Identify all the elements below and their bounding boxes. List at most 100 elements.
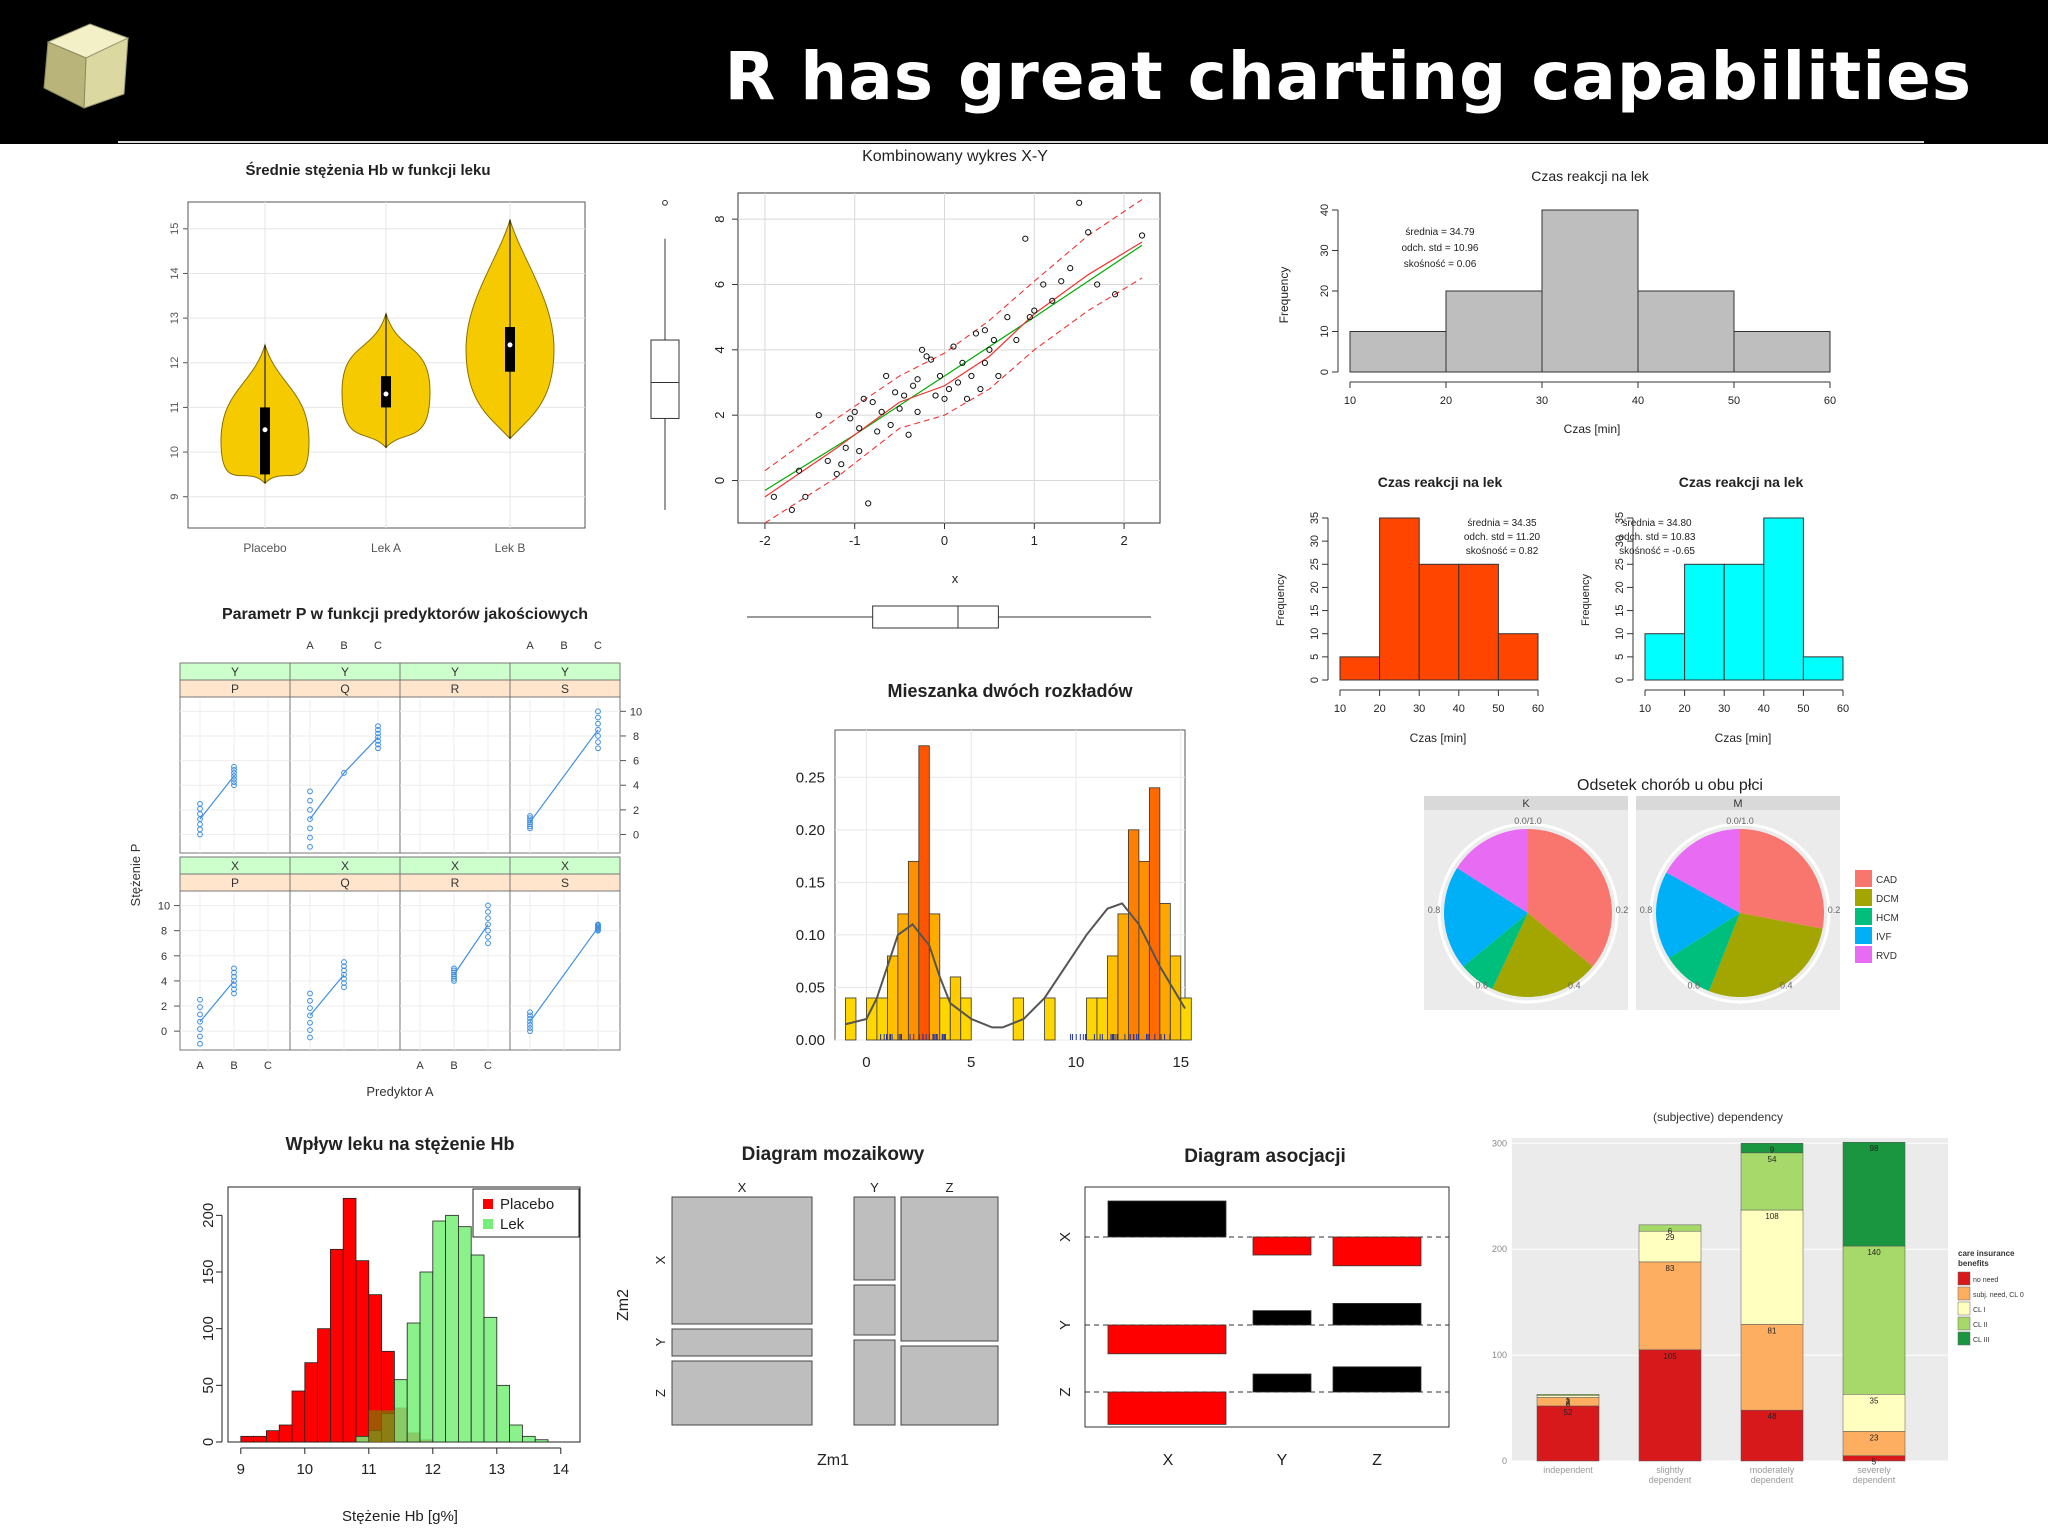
trellis-category-label: B [230, 1060, 237, 1072]
histogram-bar [1380, 518, 1420, 680]
scatter-xtick-label: -1 [849, 533, 861, 548]
hb-bar [254, 1436, 267, 1442]
histogram-xtick-label: 10 [1334, 703, 1346, 715]
mixture-bar [845, 998, 855, 1040]
stacked-bar-segment [1741, 1210, 1803, 1324]
histogram-bar [1734, 332, 1830, 373]
histogram-ytick-label: 25 [1309, 558, 1321, 570]
violin-ytick-label: 11 [169, 402, 181, 413]
trellis-category-label: B [450, 1060, 457, 1072]
mixture-bar [940, 998, 950, 1040]
trellis-category-label: A [196, 1060, 204, 1072]
hb-bar [510, 1425, 523, 1442]
hist-gray-mean: średnia = 34.79 [1405, 227, 1475, 238]
hb-bar [343, 1198, 356, 1442]
trellis-category-label: A [526, 640, 534, 652]
mixture-bar [908, 861, 918, 1040]
mixture-bar [1045, 998, 1055, 1040]
trellis-title: Parametr P w funkcji predyktorów jakości… [222, 606, 588, 623]
histogram-ytick-label: 10 [1614, 628, 1626, 640]
violin-ytick-label: 10 [169, 446, 181, 458]
histogram-ytick-label: 0 [1319, 369, 1331, 375]
hb-xtick-label: 14 [552, 1461, 569, 1478]
trellis-substrip-label: S [561, 682, 569, 696]
pie-title: Odsetek chorób u obu płci [1577, 777, 1763, 794]
stacked-data-label: 83 [1666, 1264, 1675, 1273]
trellis-ytick-label: 10 [158, 901, 170, 913]
pie-chart: Odsetek chorób u obu płci K0.0/1.00.20.4… [1420, 770, 1900, 1015]
histogram-bar [1685, 564, 1725, 680]
histogram-bar [1638, 291, 1734, 372]
assoc-col-label: Z [1372, 1452, 1382, 1469]
histogram-xtick-label: 30 [1718, 703, 1730, 715]
scatter-xtick-label: -2 [759, 533, 771, 548]
histogram-xtick-label: 60 [1824, 395, 1836, 407]
trellis-category-label: C [484, 1060, 492, 1072]
histogram-bar [1350, 332, 1446, 373]
trellis-ytick-label: 8 [161, 926, 167, 938]
pie-ring-label: 0.6 [1476, 980, 1489, 990]
stacked-data-label: 54 [1768, 1155, 1777, 1164]
hb-bar [394, 1380, 407, 1442]
scatter-y-boxplot [651, 340, 679, 418]
mosaic-row-label: Z [653, 1389, 668, 1397]
trellis-panel [400, 697, 510, 853]
hb-bar [471, 1255, 484, 1442]
hb-bar [330, 1249, 343, 1442]
hist-orange-xlabel: Czas [min] [1410, 731, 1467, 745]
stacked-title: (subjective) dependency [1653, 1110, 1783, 1124]
stacked-ytick-label: 300 [1492, 1138, 1507, 1148]
stacked-legend-title: benefits [1958, 1259, 1989, 1268]
stacked-data-label: 81 [1768, 1326, 1777, 1335]
pie-facet-label: M [1733, 798, 1742, 810]
mixture-bar [950, 977, 960, 1040]
histogram-ytick-label: 40 [1319, 204, 1331, 216]
stacked-data-label: 52 [1564, 1408, 1573, 1417]
scatter-ytick-label: 6 [712, 281, 727, 288]
pie-ring-label: 0.0/1.0 [1514, 816, 1542, 826]
mosaic-tile [854, 1285, 895, 1335]
hb-ytick-label: 150 [200, 1259, 217, 1284]
mosaic-xlabel: Zm1 [817, 1452, 849, 1469]
stacked-category-label: dependent [1751, 1475, 1794, 1485]
hb-bar [522, 1436, 535, 1442]
assoc-bar [1108, 1392, 1226, 1424]
mosaic-tile [901, 1197, 998, 1341]
scatter-ytick-label: 8 [712, 216, 727, 223]
stacked-legend-swatch [1958, 1272, 1970, 1285]
violin-median [263, 427, 268, 432]
stacked-legend-label: subj. need, CL 0 [1973, 1292, 2024, 1299]
hist-cyan-ylabel: Frequency [1580, 574, 1592, 626]
histogram-xtick-label: 50 [1492, 703, 1504, 715]
histogram-ytick-label: 30 [1614, 535, 1626, 547]
trellis-category-label: A [306, 640, 314, 652]
histogram-bar [1724, 564, 1764, 680]
hist-gray-skew: skośność = 0.06 [1404, 259, 1477, 270]
mixture-bar [887, 956, 897, 1040]
trellis-category-label: C [374, 640, 382, 652]
histogram-xtick-label: 50 [1728, 395, 1740, 407]
scatter-y-boxplot-outlier [663, 200, 668, 205]
stacked-data-label: 35 [1870, 1396, 1879, 1405]
hb-bar [535, 1440, 548, 1442]
stacked-category-label: dependent [1649, 1475, 1692, 1485]
violin-ytick-label: 15 [169, 223, 181, 235]
mosaic-row-label: Y [653, 1337, 668, 1346]
trellis-ytick-label: 2 [633, 805, 639, 817]
hb-bar [407, 1323, 420, 1442]
mosaic-row-label: X [653, 1255, 668, 1264]
trellis-strip-label: X [561, 859, 569, 873]
assoc-bar [1108, 1325, 1226, 1354]
violin-ytick-label: 13 [169, 312, 181, 324]
hb-bar [356, 1436, 369, 1442]
stacked-legend-swatch [1958, 1317, 1970, 1330]
histogram-xtick-label: 30 [1413, 703, 1425, 715]
stacked-data-label: 9 [1770, 1145, 1775, 1154]
hist-cyan-chart: Czas reakcji na lek Czas [min] Frequency… [1575, 465, 1875, 755]
histogram-bar [1498, 634, 1538, 680]
hb-bar [484, 1317, 497, 1442]
mixture-xtick-label: 5 [967, 1054, 975, 1071]
mixture-bar [929, 914, 939, 1040]
histogram-xtick-label: 20 [1678, 703, 1690, 715]
mosaic-col-label: X [738, 1180, 747, 1195]
